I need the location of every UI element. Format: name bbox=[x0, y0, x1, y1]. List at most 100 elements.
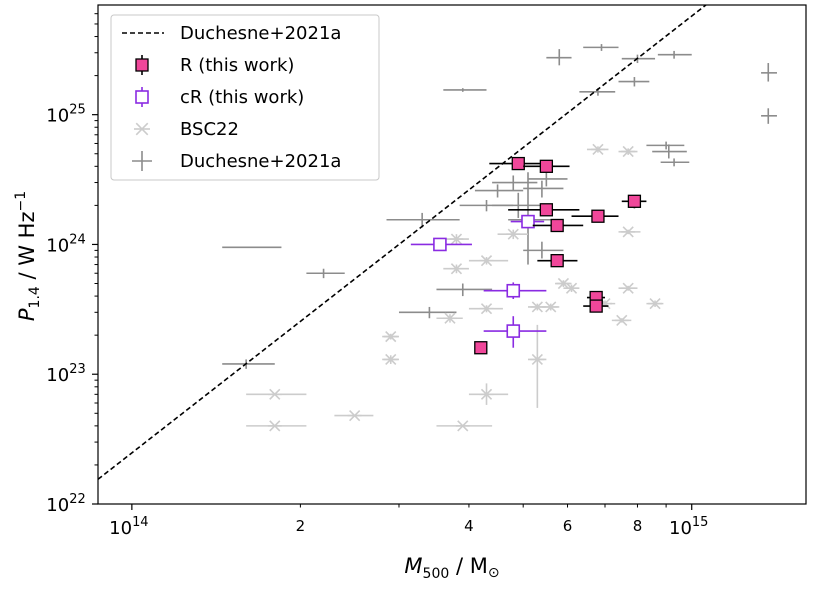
r-marker bbox=[589, 299, 603, 313]
bsc22-point-8 bbox=[443, 233, 469, 245]
bsc22-point-18 bbox=[563, 282, 580, 294]
bsc22-point-16 bbox=[528, 324, 547, 408]
x-minor-tick-label: 8 bbox=[633, 517, 643, 535]
r-marker bbox=[627, 194, 642, 208]
bsc22-marker bbox=[621, 145, 636, 158]
legend-label: R (this work) bbox=[180, 55, 294, 76]
cr-point-3 bbox=[483, 282, 547, 299]
r-marker bbox=[539, 159, 554, 173]
x-minor-tick-label: 4 bbox=[464, 517, 474, 535]
plot-frame bbox=[97, 4, 807, 505]
bsc22-marker bbox=[449, 233, 464, 245]
legend-item-2: R (this work) bbox=[135, 55, 294, 76]
duchesne-point-2 bbox=[306, 268, 345, 279]
bsc22-marker bbox=[614, 314, 629, 326]
legend-box bbox=[110, 14, 380, 181]
bsc22-point-2 bbox=[246, 420, 307, 432]
r-point-1 bbox=[489, 156, 547, 171]
r-point-2 bbox=[523, 159, 570, 173]
x-axis-label: M500 / M⊙ bbox=[404, 554, 499, 582]
cr-point-2 bbox=[510, 214, 545, 229]
r-point-10 bbox=[474, 341, 488, 355]
legend-marker-cr bbox=[135, 90, 149, 104]
bsc22-marker bbox=[267, 388, 282, 400]
bsc22-point-3 bbox=[334, 409, 374, 422]
plot-data-layer bbox=[98, 5, 777, 480]
duchesne-point-24 bbox=[660, 158, 690, 167]
legend-item-5: Duchesne+2021a bbox=[132, 151, 341, 172]
y-major-tick-label: 1024 bbox=[46, 232, 85, 256]
r-marker bbox=[539, 203, 554, 217]
cr-point-1 bbox=[410, 237, 472, 252]
bsc22-marker bbox=[556, 277, 571, 290]
r-point-7 bbox=[537, 254, 578, 268]
legend-marker-bsc22 bbox=[134, 122, 150, 136]
r-point-9 bbox=[583, 299, 609, 313]
relation-line bbox=[98, 5, 707, 480]
bsc22-marker bbox=[543, 301, 558, 313]
legend-item-4: BSC22 bbox=[134, 119, 239, 140]
bsc22-marker bbox=[590, 143, 605, 156]
bsc22-point-13 bbox=[497, 228, 529, 240]
bsc22-marker bbox=[621, 282, 636, 294]
bsc22-marker bbox=[479, 255, 494, 267]
y-axis-label: P1.4 / W Hz−1 bbox=[13, 191, 43, 321]
legend-label: cR (this work) bbox=[180, 87, 304, 108]
r-marker bbox=[511, 156, 525, 171]
cr-point-4 bbox=[483, 316, 547, 348]
bsc22-marker bbox=[530, 353, 545, 366]
y-major-tick-label: 1023 bbox=[46, 362, 85, 386]
duchesne-point-4 bbox=[386, 212, 460, 228]
duchesne-point-9 bbox=[492, 175, 538, 191]
bsc22-point-20 bbox=[618, 145, 638, 158]
bsc22-marker bbox=[442, 312, 457, 324]
legend-label: Duchesne+2021a bbox=[180, 151, 341, 172]
bsc22-point-15 bbox=[541, 301, 560, 313]
duchesne-point-3 bbox=[222, 359, 275, 369]
x-minor-tick-label: 6 bbox=[563, 517, 573, 535]
legend-label: BSC22 bbox=[180, 119, 239, 140]
legend: Duchesne+2021a R (this work) cR (this work… bbox=[110, 14, 380, 181]
bsc22-marker bbox=[267, 420, 282, 432]
legend-item-3: cR (this work) bbox=[135, 87, 304, 108]
r-marker bbox=[474, 341, 488, 355]
bsc22-point-11 bbox=[468, 383, 509, 405]
bsc22-marker bbox=[455, 420, 470, 432]
bsc22-point-1 bbox=[246, 388, 307, 400]
duchesne-point-25 bbox=[761, 63, 777, 82]
bsc22-marker bbox=[383, 353, 398, 366]
cr-marker bbox=[521, 214, 535, 229]
x-major-tick-label: 1015 bbox=[669, 515, 708, 539]
bsc22-marker bbox=[479, 388, 494, 400]
r-marker bbox=[550, 218, 564, 233]
duchesne-point-14 bbox=[436, 283, 493, 297]
r-point-4 bbox=[532, 218, 584, 233]
bsc22-marker bbox=[621, 226, 636, 238]
duchesne-point-20 bbox=[618, 77, 650, 87]
bsc22-point-24 bbox=[646, 298, 664, 310]
x-minor-tick-label: 2 bbox=[296, 517, 306, 535]
bsc22-point-9 bbox=[468, 255, 509, 267]
r-marker bbox=[550, 254, 564, 268]
duchesne-point-8 bbox=[492, 192, 542, 218]
bsc22-point-23 bbox=[618, 282, 638, 294]
y-major-tick-label: 1022 bbox=[46, 492, 85, 516]
duchesne-point-13 bbox=[523, 241, 564, 259]
bsc22-point-4 bbox=[382, 330, 399, 343]
duchesne-point-18 bbox=[621, 54, 656, 64]
duchesne-point-19 bbox=[657, 50, 692, 59]
r-point-3 bbox=[508, 203, 580, 217]
r-point-5 bbox=[571, 209, 619, 223]
bsc22-marker bbox=[506, 228, 521, 240]
duchesne-point-11 bbox=[523, 180, 564, 198]
bsc22-point-21 bbox=[618, 226, 641, 238]
bsc22-point-19 bbox=[586, 143, 609, 156]
bsc22-point-7 bbox=[436, 312, 463, 324]
bsc22-point-10 bbox=[468, 303, 503, 315]
cr-marker bbox=[506, 324, 521, 338]
legend-marker-r bbox=[135, 58, 149, 72]
r-marker bbox=[591, 209, 605, 223]
bsc22-marker bbox=[449, 263, 464, 275]
legend-item-1: Duchesne+2021a bbox=[122, 23, 341, 44]
duchesne-point-15 bbox=[398, 306, 457, 319]
